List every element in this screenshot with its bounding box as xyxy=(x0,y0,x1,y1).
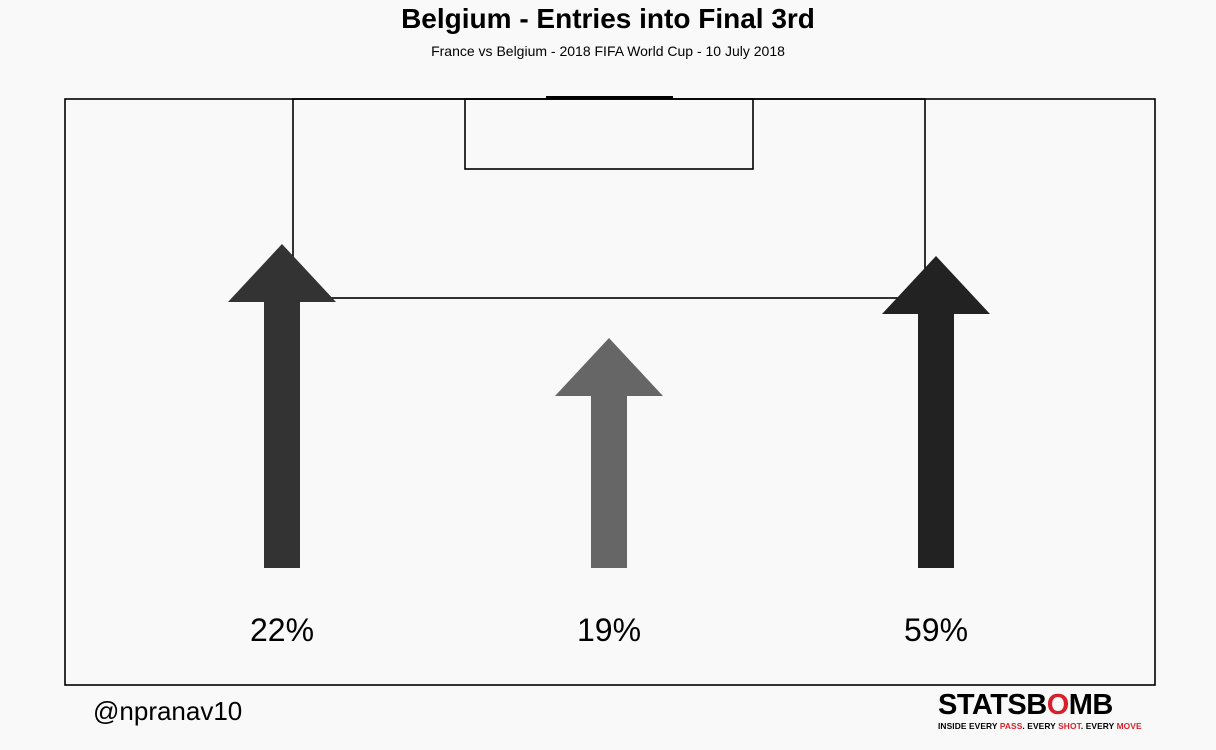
statsbomb-logo: STATSBOMB INSIDE EVERY PASS. EVERY SHOT.… xyxy=(938,690,1152,736)
chart-title: Belgium - Entries into Final 3rd xyxy=(401,3,815,34)
chart-subtitle: France vs Belgium - 2018 FIFA World Cup … xyxy=(431,43,785,59)
logo-wordmark: STATSBOMB xyxy=(938,690,1152,720)
penalty-area xyxy=(292,98,926,299)
percentage-label-centre: 19% xyxy=(577,612,641,648)
arrow-head-left xyxy=(228,244,336,302)
percentage-label-left: 22% xyxy=(250,612,314,648)
logo-tagline: INSIDE EVERY PASS. EVERY SHOT. EVERY MOV… xyxy=(938,721,1142,731)
entry-arrows: 22% 19% 59% xyxy=(228,244,990,648)
author-credit: @npranav10 xyxy=(93,696,243,726)
pitch-markings xyxy=(64,96,1156,686)
arrow-head-centre xyxy=(555,338,663,396)
arrow-shaft-left xyxy=(264,302,300,568)
logo-word-left: STATSB xyxy=(938,689,1047,721)
arrow-head-right xyxy=(882,256,990,314)
logo-word-right: MB xyxy=(1068,689,1114,721)
logo-ball-o: O xyxy=(1046,689,1070,721)
percentage-label-right: 59% xyxy=(904,612,968,648)
arrow-shaft-right xyxy=(918,314,954,568)
six-yard-box xyxy=(464,98,754,170)
arrow-shaft-centre xyxy=(591,396,627,568)
